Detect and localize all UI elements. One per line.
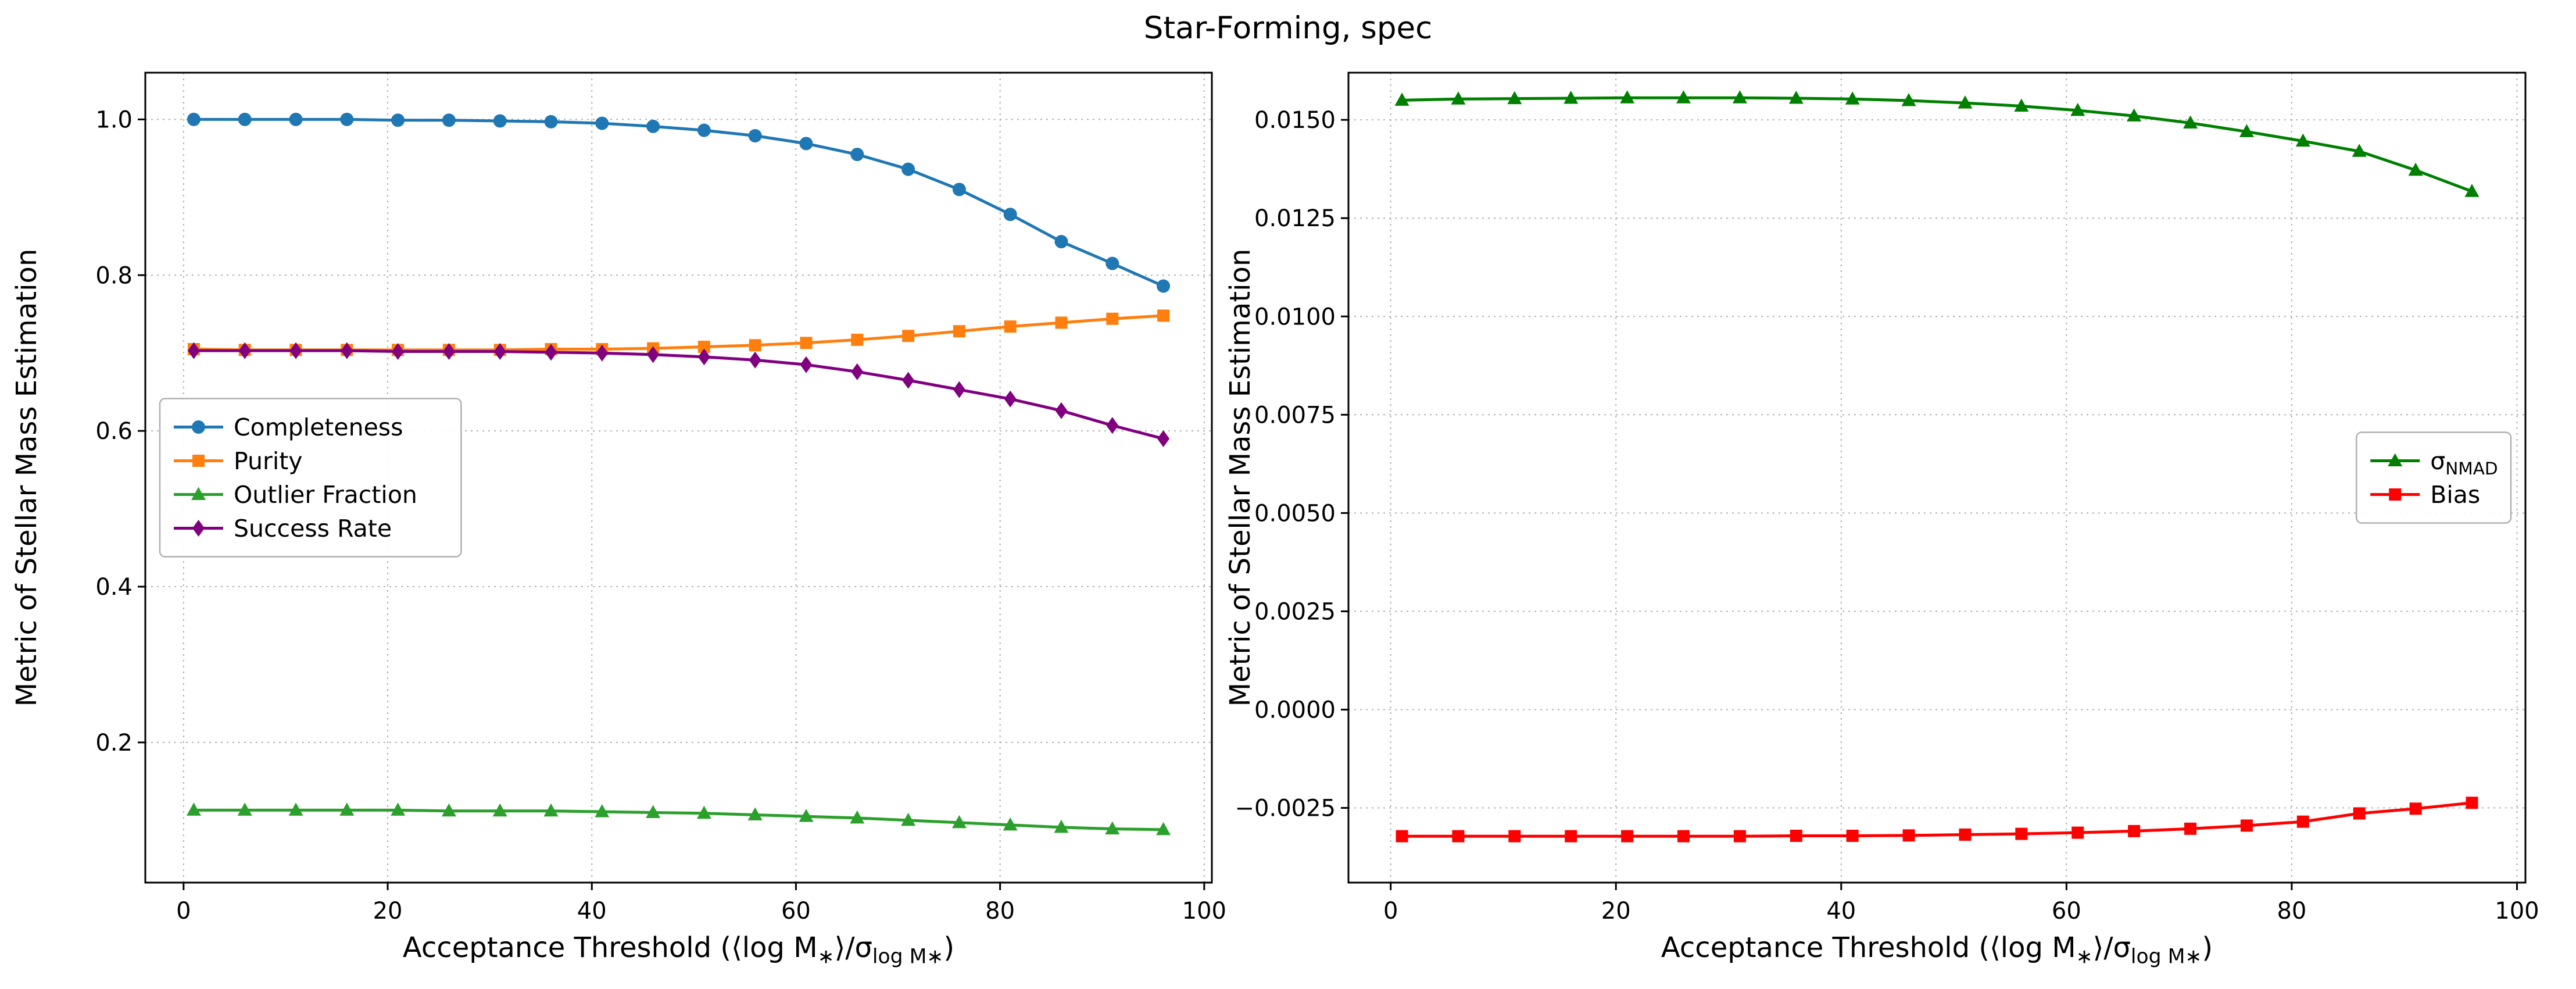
series-purity — [187, 309, 1170, 356]
grid — [1348, 73, 2525, 883]
y-axis-label: Metric of Stellar Mass Estimation — [10, 249, 43, 707]
svg-text:0.0000: 0.0000 — [1254, 697, 1336, 723]
legend-label: σNMAD — [2430, 447, 2498, 479]
svg-text:60: 60 — [2052, 898, 2081, 924]
svg-text:0.6: 0.6 — [95, 418, 133, 445]
series-outlier-fraction — [186, 802, 1171, 836]
svg-text:0: 0 — [176, 898, 191, 924]
legend-label: Bias — [2430, 481, 2480, 509]
series-completeness — [187, 112, 1171, 293]
svg-text:60: 60 — [781, 898, 811, 924]
svg-text:0.2: 0.2 — [95, 730, 133, 756]
figure-title: Star-Forming, spec — [1143, 10, 1433, 46]
legend-label: Completeness — [234, 413, 403, 441]
svg-text:80: 80 — [2277, 898, 2306, 924]
svg-text:20: 20 — [373, 898, 403, 924]
svg-text:0.4: 0.4 — [95, 574, 133, 601]
y-axis-label: Metric of Stellar Mass Estimation — [1224, 249, 1257, 707]
x-axis-label: Acceptance Threshold (⟨log M∗⟩/σlog M∗) — [403, 931, 954, 969]
series--nmad- — [1394, 90, 2480, 197]
svg-text:100: 100 — [2495, 898, 2539, 924]
svg-text:100: 100 — [1182, 898, 1226, 924]
svg-text:0.0125: 0.0125 — [1254, 205, 1336, 232]
svg-text:40: 40 — [1826, 898, 1856, 924]
grid — [145, 73, 1212, 883]
axes-spines — [144, 72, 1213, 884]
svg-text:0.0075: 0.0075 — [1254, 402, 1336, 429]
svg-text:1.0: 1.0 — [95, 106, 133, 133]
axes-spines — [1347, 72, 2527, 884]
legend-label: Outlier Fraction — [234, 481, 417, 509]
svg-text:0.0050: 0.0050 — [1254, 500, 1336, 527]
legend: Completeness Purity Outlier Fraction Succes… — [159, 398, 462, 558]
svg-text:0.8: 0.8 — [95, 262, 133, 289]
svg-text:20: 20 — [1601, 898, 1631, 924]
ticks: 0 20 40 60 80 100 0.2 0.4 0.6 0.8 1.0 — [95, 106, 1226, 924]
legend-label: Purity — [234, 447, 303, 475]
legend-label: Success Rate — [234, 515, 392, 542]
svg-text:0.0150: 0.0150 — [1254, 107, 1336, 134]
series-success-rate — [187, 342, 1170, 448]
svg-text:0.0025: 0.0025 — [1254, 598, 1336, 625]
chart-1: 0 20 40 60 80 100 −0.0025 0.0000 0.0025 0.0050 0.0… — [1224, 72, 2539, 969]
svg-text:40: 40 — [577, 898, 607, 924]
series-bias — [1396, 797, 2478, 842]
chart-0: 0 20 40 60 80 100 0.2 0.4 0.6 0.8 1.0 Acceptance Th… — [10, 72, 1226, 969]
svg-text:80: 80 — [985, 898, 1015, 924]
svg-text:−0.0025: −0.0025 — [1235, 795, 1336, 822]
svg-text:0.0100: 0.0100 — [1254, 304, 1336, 330]
svg-text:0: 0 — [1383, 898, 1398, 924]
ticks: 0 20 40 60 80 100 −0.0025 0.0000 0.0025 0.0050 0.0… — [1235, 107, 2539, 924]
x-axis-label: Acceptance Threshold (⟨log M∗⟩/σlog M∗) — [1661, 931, 2213, 969]
